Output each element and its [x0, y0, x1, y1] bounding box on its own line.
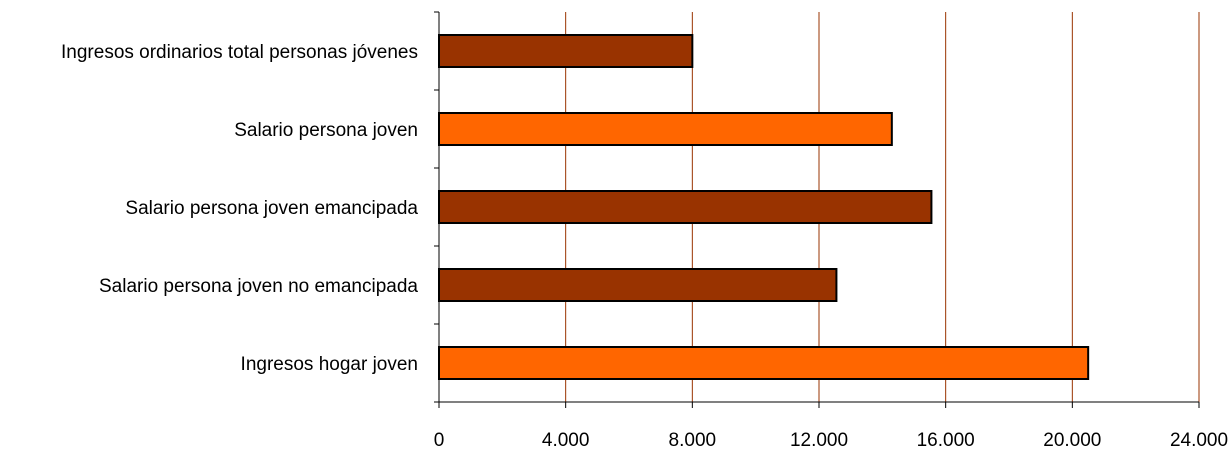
axes	[434, 11, 1200, 408]
bar	[438, 268, 838, 302]
category-label: Ingresos ordinarios total personas jóven…	[61, 42, 418, 63]
x-tick-label: 12.000	[790, 430, 848, 450]
x-tick-label: 20.000	[1043, 430, 1101, 450]
category-label: Ingresos hogar joven	[241, 354, 418, 375]
bars	[438, 34, 1090, 380]
bar	[438, 34, 694, 68]
category-labels: Ingresos ordinarios total personas jóven…	[61, 42, 418, 375]
bar	[438, 112, 893, 146]
category-label: Salario persona joven emancipada	[125, 198, 418, 219]
x-tick-label: 24.000	[1170, 430, 1228, 450]
x-tick-label: 8.000	[669, 430, 717, 450]
x-tick-label: 0	[434, 430, 445, 450]
tick-labels: 0 4.000 8.000 12.000 16.000 20.000 24.000	[434, 430, 1228, 450]
x-tick-label: 4.000	[542, 430, 590, 450]
bar	[438, 346, 1090, 380]
category-label: Salario persona joven no emancipada	[99, 276, 418, 297]
bar	[438, 190, 933, 224]
x-tick-label: 16.000	[917, 430, 975, 450]
category-label: Salario persona joven	[234, 120, 418, 141]
